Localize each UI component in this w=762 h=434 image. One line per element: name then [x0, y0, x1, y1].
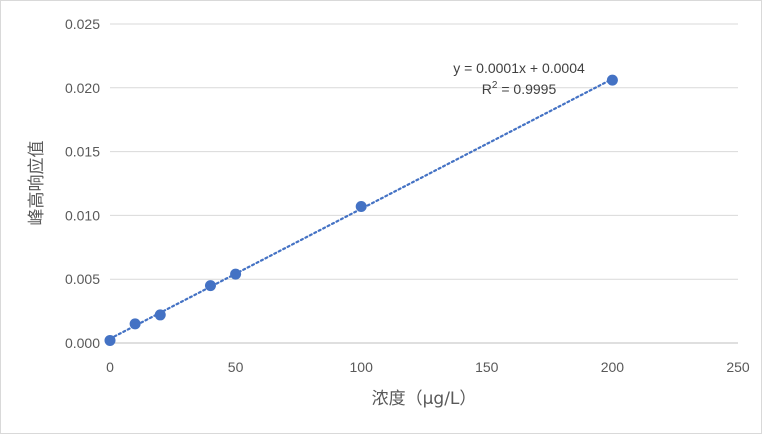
x-tick-label: 250: [726, 359, 750, 375]
data-point: [154, 309, 166, 321]
data-point: [606, 74, 618, 86]
r-squared-label: R2 = 0.9995: [482, 80, 557, 97]
trendline-equation: y = 0.0001x + 0.0004: [453, 60, 585, 76]
x-tick-label: 0: [106, 359, 114, 375]
data-point: [204, 280, 216, 292]
data-point: [355, 200, 367, 212]
y-tick-label: 0.010: [65, 207, 100, 223]
x-axis-tick-labels: 0 50 100 150 200 250: [106, 359, 750, 375]
x-tick-label: 100: [350, 359, 374, 375]
x-tick-label: 50: [228, 359, 244, 375]
x-tick-label: 200: [601, 359, 625, 375]
y-tick-label: 0.000: [65, 335, 100, 351]
y-axis-title: 峰高响应值: [27, 141, 47, 226]
x-tick-label: 150: [475, 359, 499, 375]
data-points: [104, 74, 618, 346]
y-axis-tick-labels: 0.000 0.005 0.010 0.015 0.020 0.025: [65, 16, 100, 351]
y-tick-label: 0.020: [65, 80, 100, 96]
y-tick-label: 0.005: [65, 271, 100, 287]
x-axis-title: 浓度（μg/L）: [372, 389, 477, 409]
data-point: [129, 318, 141, 330]
gridlines: [110, 23, 738, 280]
y-tick-label: 0.015: [65, 144, 100, 160]
y-tick-label: 0.025: [65, 16, 100, 32]
data-point: [104, 334, 116, 346]
data-point: [230, 268, 242, 280]
